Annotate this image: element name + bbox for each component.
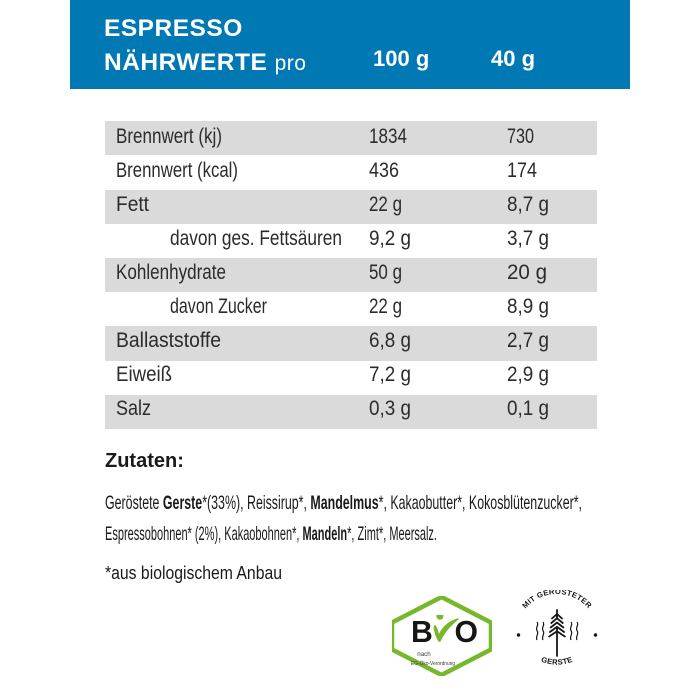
svg-text:Ballaststoffe: Ballaststoffe: [116, 329, 221, 352]
svg-text:Geröstete Gerste*(33%), Reissi: Geröstete Gerste*(33%), Reissirup*, Mand…: [105, 492, 582, 514]
svg-text:davon Zucker: davon Zucker: [170, 295, 267, 318]
svg-text:7,2 g: 7,2 g: [369, 363, 411, 386]
svg-text:MIT GERÖSTETER: MIT GERÖSTETER: [520, 590, 593, 610]
svg-text:6,8 g: 6,8 g: [369, 329, 411, 352]
svg-text:Eiweiß: Eiweiß: [116, 363, 172, 386]
svg-text:3,7 g: 3,7 g: [507, 227, 549, 250]
svg-text:22 g: 22 g: [369, 193, 402, 216]
svg-text:0,1 g: 0,1 g: [507, 397, 549, 420]
svg-text:*aus biologischem Anbau: *aus biologischem Anbau: [105, 562, 282, 583]
svg-text:20 g: 20 g: [507, 261, 547, 284]
svg-text:8,7 g: 8,7 g: [507, 193, 549, 216]
svg-text:EG-Öko-Verordnung: EG-Öko-Verordnung: [411, 660, 455, 667]
svg-text:1834: 1834: [369, 125, 407, 148]
svg-text:2,9 g: 2,9 g: [507, 363, 549, 386]
svg-text:730: 730: [507, 125, 534, 148]
svg-text:B: B: [411, 616, 433, 649]
svg-text:436: 436: [369, 159, 399, 182]
svg-text:174: 174: [507, 159, 537, 182]
svg-text:Brennwert (kcal): Brennwert (kcal): [116, 159, 238, 182]
svg-text:0,3 g: 0,3 g: [369, 397, 411, 420]
svg-text:Espressobohnen* (2%), Kakaoboh: Espressobohnen* (2%), Kakaobohnen*, Mand…: [105, 523, 437, 545]
svg-text:2,7 g: 2,7 g: [507, 329, 549, 352]
svg-text:9,2 g: 9,2 g: [369, 227, 411, 250]
svg-text:O: O: [455, 616, 478, 649]
svg-text:22 g: 22 g: [369, 295, 402, 318]
svg-text:50 g: 50 g: [369, 261, 402, 284]
svg-text:nach: nach: [417, 651, 431, 658]
svg-text:Salz: Salz: [116, 397, 151, 420]
svg-text:Brennwert (kj): Brennwert (kj): [116, 125, 222, 148]
svg-text:8,9 g: 8,9 g: [507, 295, 549, 318]
svg-text:Fett: Fett: [116, 193, 149, 216]
svg-text:Zutaten:: Zutaten:: [105, 450, 184, 472]
svg-text:Kohlenhydrate: Kohlenhydrate: [116, 261, 226, 284]
svg-text:davon ges. Fettsäuren: davon ges. Fettsäuren: [170, 227, 342, 250]
